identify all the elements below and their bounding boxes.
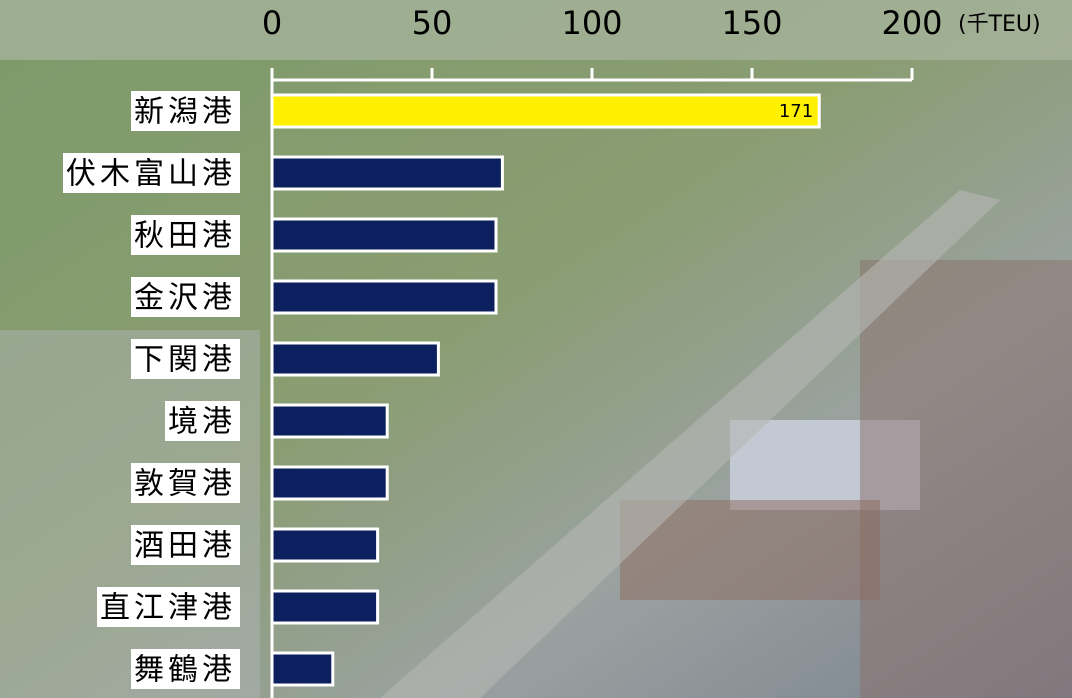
bar bbox=[270, 93, 821, 129]
unit-label: (千TEU) bbox=[958, 12, 1041, 37]
bar bbox=[270, 651, 335, 687]
category-label-box bbox=[131, 339, 240, 379]
x-tick-label: 200 bbox=[881, 4, 942, 42]
bar bbox=[270, 341, 440, 377]
category-label-box bbox=[131, 91, 240, 131]
photo-road bbox=[380, 190, 1000, 698]
category-label: 秋田港 bbox=[134, 219, 236, 254]
value-label: 171 bbox=[779, 101, 813, 122]
category-label-box bbox=[131, 463, 240, 503]
category-label-box bbox=[131, 649, 240, 689]
photo-containers bbox=[860, 260, 1072, 698]
category-label: 新潟港 bbox=[134, 95, 236, 130]
category-label: 酒田港 bbox=[134, 529, 236, 564]
photo-sky bbox=[0, 0, 1072, 60]
category-label: 直江津港 bbox=[100, 591, 236, 626]
bar bbox=[270, 527, 380, 563]
category-label-box bbox=[165, 401, 240, 441]
category-label: 境港 bbox=[168, 405, 236, 440]
bar bbox=[270, 465, 389, 501]
x-tick-label: 0 bbox=[262, 4, 282, 42]
bar bbox=[270, 279, 498, 315]
category-label: 金沢港 bbox=[134, 281, 236, 316]
category-label-box bbox=[97, 587, 240, 627]
x-tick-label: 100 bbox=[561, 4, 622, 42]
x-tick-label: 150 bbox=[721, 4, 782, 42]
category-label-box bbox=[131, 525, 240, 565]
x-tick-label: 50 bbox=[412, 4, 453, 42]
category-label: 下関港 bbox=[134, 343, 236, 378]
bar bbox=[270, 217, 498, 253]
category-label-box bbox=[63, 153, 240, 193]
category-label-box bbox=[131, 215, 240, 255]
category-label: 舞鶴港 bbox=[134, 653, 236, 688]
category-label: 敦賀港 bbox=[134, 467, 236, 502]
category-label-box bbox=[131, 277, 240, 317]
bar bbox=[270, 589, 380, 625]
bar bbox=[270, 403, 389, 439]
bar bbox=[270, 155, 504, 191]
category-label: 伏木富山港 bbox=[66, 157, 236, 192]
photo-town bbox=[0, 330, 260, 698]
